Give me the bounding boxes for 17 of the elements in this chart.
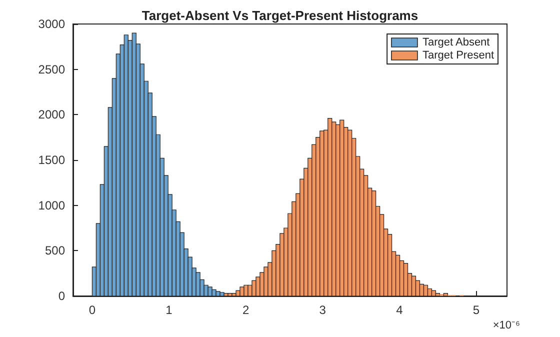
x-tick-label: 3: [319, 303, 326, 317]
y-tick-label: 0: [58, 289, 66, 303]
y-tick-label: 2000: [38, 108, 66, 122]
y-tick-label: 1000: [38, 198, 66, 212]
x-tick-label: 1: [166, 303, 173, 317]
x-tick-label: 2: [242, 303, 250, 317]
x-tick-label: 4: [396, 303, 404, 317]
x-tick-label: 5: [472, 303, 480, 317]
y-tick-label: 500: [44, 244, 66, 258]
legend-label: Target Present: [422, 50, 494, 62]
y-tick-label: 1500: [38, 153, 66, 167]
chart-title: Target-Absent Vs Target-Present Histograms: [142, 8, 418, 23]
x-tick-label: 0: [88, 303, 96, 317]
text: ×10⁻⁶: [492, 320, 520, 332]
y-tick-label: 2500: [38, 62, 66, 76]
y-tick-label: 3000: [38, 17, 66, 31]
legend-label: Target Absent: [422, 36, 490, 48]
